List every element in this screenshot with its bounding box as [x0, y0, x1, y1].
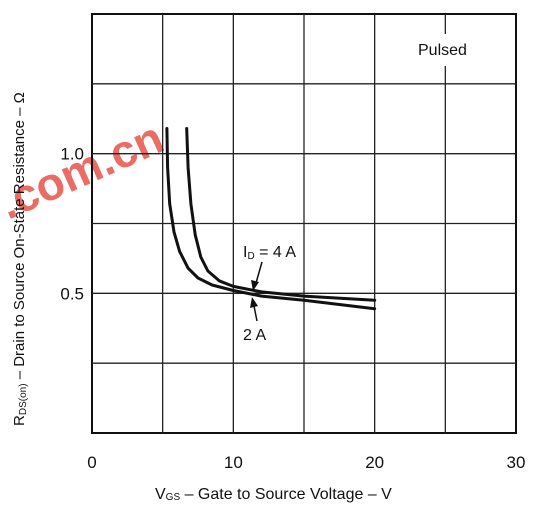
x-tick-label: 0 — [87, 453, 96, 472]
x-axis-label: VGS – Gate to Source Voltage – V — [155, 486, 392, 503]
pulsed-box-bg — [400, 34, 500, 66]
x-tick-label: 10 — [224, 453, 243, 472]
two-a-arrow-line — [253, 305, 258, 322]
two-a-label: 2 A — [243, 327, 266, 344]
id-label-sub: D — [247, 251, 254, 262]
series-line-2a — [165, 127, 377, 311]
tick-labels: 0 10 20 30 0.5 1.0 — [60, 145, 525, 472]
x-tick-label: 30 — [507, 453, 526, 472]
series-layer — [165, 127, 377, 311]
x-axis-label-main: V — [155, 486, 166, 503]
x-axis-label-sub: GS — [166, 492, 181, 503]
id-label-rest: = 4 A — [255, 244, 297, 261]
x-axis-label-rest: – Gate to Source Voltage – V — [180, 486, 392, 503]
id-4a-label: ID = 4 A — [243, 244, 296, 262]
id-4a-arrow-line — [255, 261, 263, 284]
y-tick-label: 0.5 — [60, 284, 84, 303]
x-tick-label: 20 — [365, 453, 384, 472]
y-axis-label: RDS(on) – Drain to Source On-State Resis… — [11, 92, 29, 426]
y-axis-label-sub: DS(on) — [18, 383, 29, 415]
pulsed-label: Pulsed — [418, 42, 467, 59]
y-axis-label-main: R — [11, 415, 28, 426]
y-tick-label: 1.0 — [60, 145, 84, 164]
two-a-arrow-head — [250, 297, 258, 308]
id-4a-arrow-head — [251, 280, 259, 291]
series-line-4a — [185, 127, 377, 302]
grid — [92, 14, 516, 433]
id-label-main: I — [243, 244, 247, 261]
y-axis-label-rest: – Drain to Source On-State Resistance – … — [11, 92, 28, 383]
